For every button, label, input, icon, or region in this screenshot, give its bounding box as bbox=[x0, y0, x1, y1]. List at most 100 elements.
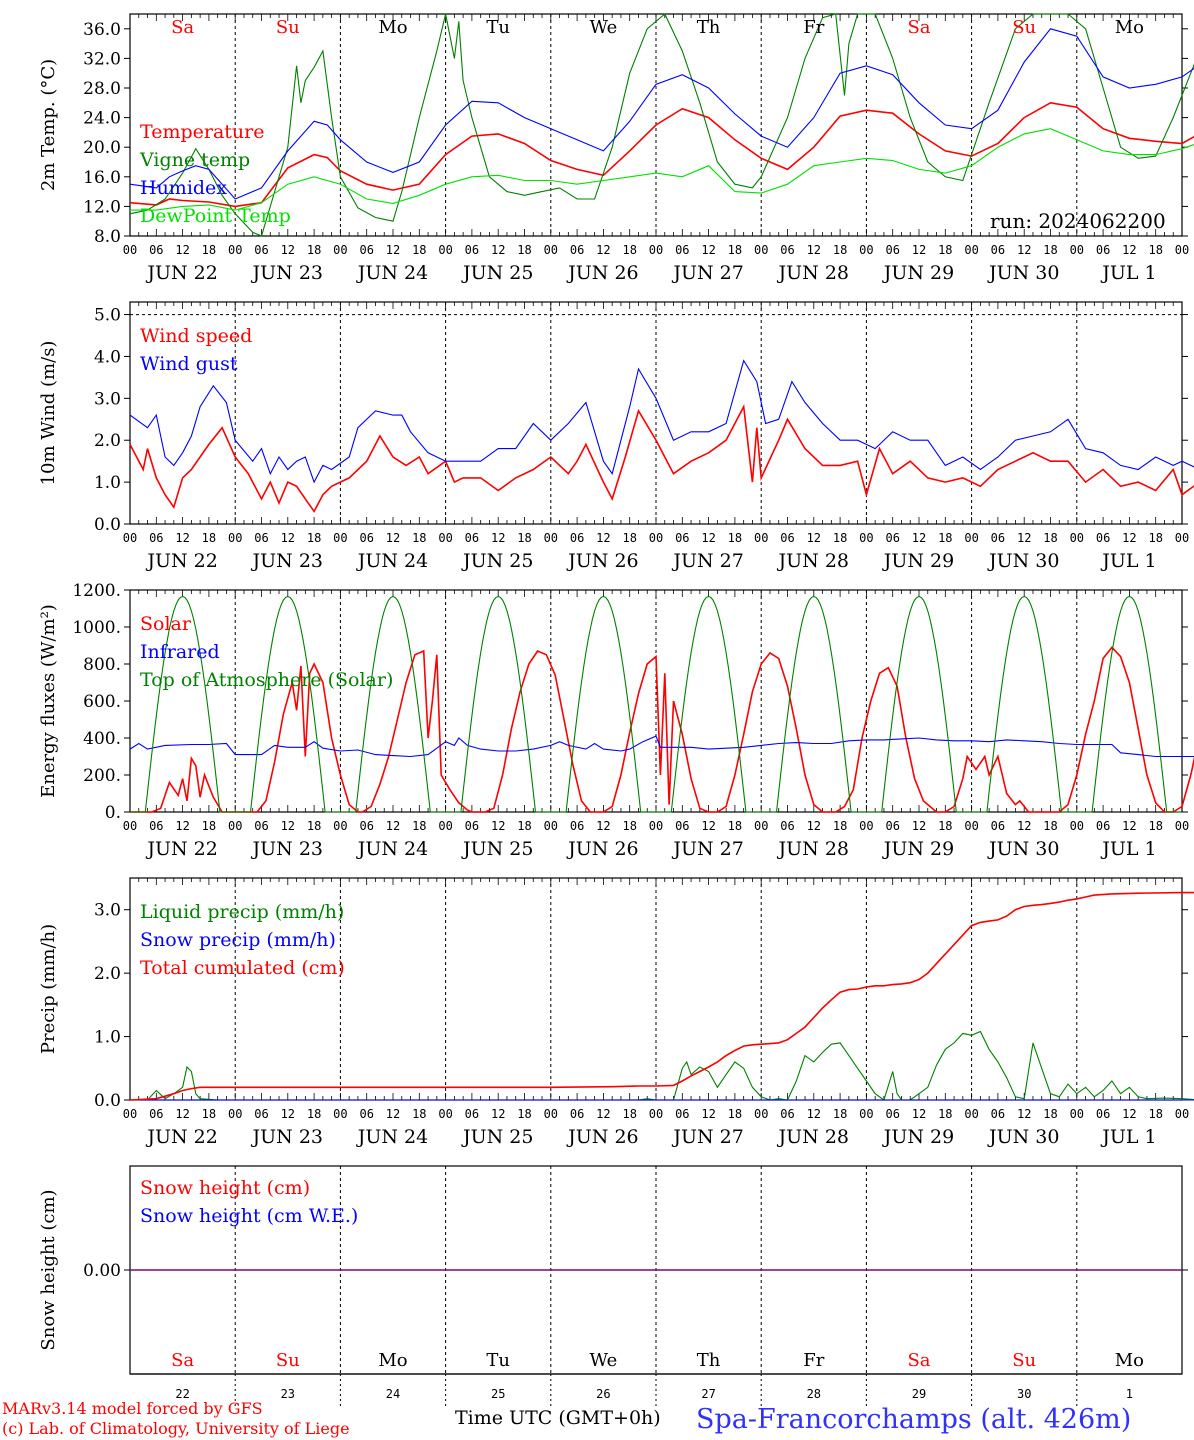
hour-tick-label: 12 bbox=[386, 819, 400, 833]
series-total-cumulated-cm bbox=[129, 891, 1194, 1101]
hour-tick-label: 18 bbox=[517, 819, 531, 833]
hour-tick-label: 12 bbox=[491, 531, 505, 545]
hour-tick-label: 18 bbox=[1148, 819, 1162, 833]
y-tick-label: 2.0 bbox=[94, 431, 121, 451]
hour-tick-label: 18 bbox=[938, 1107, 952, 1121]
date-label: JUN 25 bbox=[461, 262, 533, 284]
hour-tick-label: 18 bbox=[412, 243, 426, 257]
date-label: JUL 1 bbox=[1100, 262, 1156, 284]
legend-entry: Snow precip (mm/h) bbox=[140, 929, 336, 951]
hour-tick-label: 06 bbox=[991, 1107, 1005, 1121]
series-wind-speed bbox=[129, 404, 1194, 513]
legend-entry: Temperature bbox=[140, 121, 264, 143]
day-name-label: Tu bbox=[486, 1350, 510, 1371]
hour-tick-label: 00 bbox=[859, 1107, 873, 1121]
date-label: JUN 26 bbox=[566, 1126, 638, 1148]
hour-tick-label: 12 bbox=[596, 1107, 610, 1121]
hour-tick-label: 18 bbox=[517, 531, 531, 545]
day-name-label: Sa bbox=[171, 1350, 194, 1371]
hour-tick-label: 00 bbox=[1070, 819, 1084, 833]
date-label: JUN 25 bbox=[461, 1126, 533, 1148]
hour-tick-label: 12 bbox=[596, 243, 610, 257]
day-name-label: We bbox=[590, 1350, 618, 1371]
hour-tick-label: 06 bbox=[465, 531, 479, 545]
hour-tick-label: 18 bbox=[622, 531, 636, 545]
date-label: JUN 25 bbox=[461, 550, 533, 572]
day-number-label: 23 bbox=[281, 1387, 295, 1401]
hour-tick-label: 00 bbox=[1070, 1107, 1084, 1121]
hour-tick-label: 06 bbox=[465, 1107, 479, 1121]
date-label: JUN 28 bbox=[777, 1126, 849, 1148]
date-label: JUN 27 bbox=[671, 262, 743, 284]
hour-tick-label: 12 bbox=[1122, 531, 1136, 545]
day-name-label: Fr bbox=[803, 1350, 824, 1371]
hour-tick-label: 18 bbox=[1148, 531, 1162, 545]
day-number-label: 25 bbox=[491, 1387, 505, 1401]
date-label: JUL 1 bbox=[1100, 1126, 1156, 1148]
hour-tick-label: 12 bbox=[701, 243, 715, 257]
hour-tick-label: 18 bbox=[412, 1107, 426, 1121]
day-number-label: 30 bbox=[1017, 1387, 1031, 1401]
date-label: JUN 27 bbox=[671, 838, 743, 860]
panel-temperature: 00 06 12 18 00 06 12 18 00 06 12 18 00 06 12 18 00 06 12 18… bbox=[38, 13, 1194, 284]
hour-tick-label: 18 bbox=[1043, 1107, 1057, 1121]
day-name-label: Mo bbox=[378, 1350, 407, 1371]
hour-tick-label: 06 bbox=[1096, 1107, 1110, 1121]
date-label: JUN 24 bbox=[356, 838, 428, 860]
y-tick-label: 200. bbox=[83, 766, 121, 786]
hour-tick-label: 00 bbox=[1175, 1107, 1189, 1121]
day-number-label: 28 bbox=[807, 1387, 821, 1401]
hour-tick-label: 00 bbox=[1175, 819, 1189, 833]
hour-tick-label: 12 bbox=[175, 819, 189, 833]
hour-tick-label: 06 bbox=[1096, 243, 1110, 257]
hour-tick-label: 12 bbox=[491, 243, 505, 257]
hour-tick-label: 06 bbox=[780, 819, 794, 833]
hour-tick-label: 00 bbox=[333, 819, 347, 833]
hour-tick-label: 12 bbox=[281, 819, 295, 833]
date-label: JUN 26 bbox=[566, 262, 638, 284]
hour-tick-label: 12 bbox=[281, 1107, 295, 1121]
panel-wind: 00 06 12 18 00 06 12 18 00 06 12 18 00 06 12 18 00 06 12 18… bbox=[38, 301, 1194, 572]
hour-tick-label: 00 bbox=[123, 819, 137, 833]
day-name-label: Tu bbox=[486, 17, 510, 38]
y-tick-label: 12.0 bbox=[83, 197, 121, 217]
hour-tick-label: 18 bbox=[1043, 243, 1057, 257]
hour-tick-label: 00 bbox=[544, 531, 558, 545]
hour-tick-label: 18 bbox=[202, 819, 216, 833]
date-label: JUN 24 bbox=[356, 550, 428, 572]
legend-entry: Infrared bbox=[140, 641, 220, 663]
day-name-label: Sa bbox=[171, 17, 194, 38]
hour-tick-label: 18 bbox=[938, 819, 952, 833]
y-tick-label: 5.0 bbox=[94, 306, 121, 326]
date-label: JUN 28 bbox=[777, 838, 849, 860]
hour-tick-label: 00 bbox=[754, 531, 768, 545]
day-number-label: 24 bbox=[386, 1387, 400, 1401]
hour-tick-label: 06 bbox=[465, 819, 479, 833]
hour-tick-label: 06 bbox=[570, 819, 584, 833]
hour-tick-label: 12 bbox=[1122, 1107, 1136, 1121]
y-tick-label: 0.00 bbox=[83, 1261, 121, 1281]
hour-tick-label: 18 bbox=[1148, 243, 1162, 257]
y-tick-label: 2.0 bbox=[94, 964, 121, 984]
hour-tick-label: 12 bbox=[912, 531, 926, 545]
hour-tick-label: 06 bbox=[885, 819, 899, 833]
hour-tick-label: 00 bbox=[859, 819, 873, 833]
hour-tick-label: 00 bbox=[649, 243, 663, 257]
day-name-label: Mo bbox=[1115, 17, 1144, 38]
date-label: JUN 29 bbox=[882, 1126, 954, 1148]
hour-tick-label: 12 bbox=[1017, 819, 1031, 833]
hour-tick-label: 12 bbox=[1122, 819, 1136, 833]
date-label: JUN 22 bbox=[145, 1126, 217, 1148]
series-liquid-precip-mm-h bbox=[130, 1030, 1194, 1101]
hour-tick-label: 12 bbox=[386, 243, 400, 257]
hour-tick-label: 06 bbox=[254, 531, 268, 545]
y-tick-label: 32.0 bbox=[83, 49, 121, 69]
y-tick-label: 0.0 bbox=[94, 515, 121, 535]
credit-line-2: (c) Lab. of Climatology, University of L… bbox=[2, 1419, 350, 1438]
hour-tick-label: 00 bbox=[333, 1107, 347, 1121]
y-axis-label: 10m Wind (m/s) bbox=[38, 341, 59, 486]
hour-tick-label: 00 bbox=[544, 1107, 558, 1121]
date-label: JUN 23 bbox=[251, 838, 323, 860]
day-name-label: Su bbox=[276, 17, 300, 38]
